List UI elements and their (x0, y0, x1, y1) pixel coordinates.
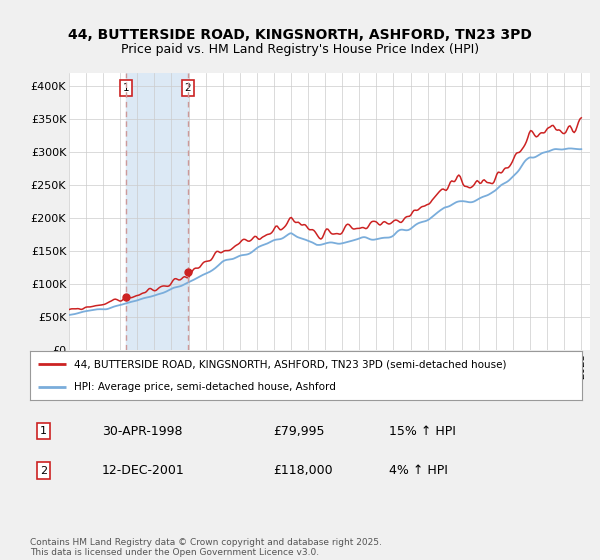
Text: £79,995: £79,995 (273, 424, 325, 437)
Text: 2: 2 (184, 83, 191, 93)
Text: HPI: Average price, semi-detached house, Ashford: HPI: Average price, semi-detached house,… (74, 382, 336, 392)
Text: 4% ↑ HPI: 4% ↑ HPI (389, 464, 448, 477)
Text: 1: 1 (40, 426, 47, 436)
Text: 44, BUTTERSIDE ROAD, KINGSNORTH, ASHFORD, TN23 3PD: 44, BUTTERSIDE ROAD, KINGSNORTH, ASHFORD… (68, 28, 532, 42)
Text: 30-APR-1998: 30-APR-1998 (102, 424, 182, 437)
Text: 2: 2 (40, 465, 47, 475)
Text: 44, BUTTERSIDE ROAD, KINGSNORTH, ASHFORD, TN23 3PD (semi-detached house): 44, BUTTERSIDE ROAD, KINGSNORTH, ASHFORD… (74, 360, 506, 370)
Text: 12-DEC-2001: 12-DEC-2001 (102, 464, 185, 477)
Text: Price paid vs. HM Land Registry's House Price Index (HPI): Price paid vs. HM Land Registry's House … (121, 43, 479, 56)
Text: 1: 1 (122, 83, 129, 93)
Text: Contains HM Land Registry data © Crown copyright and database right 2025.
This d: Contains HM Land Registry data © Crown c… (30, 538, 382, 557)
Text: 15% ↑ HPI: 15% ↑ HPI (389, 424, 455, 437)
Text: £118,000: £118,000 (273, 464, 332, 477)
Bar (126, 73, 188, 350)
